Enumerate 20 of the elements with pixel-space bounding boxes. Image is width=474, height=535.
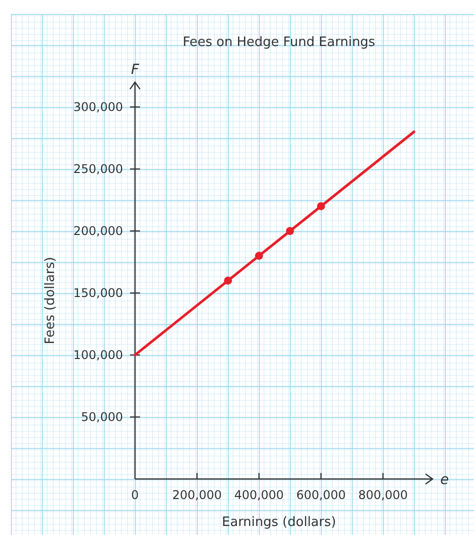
y-tick-label: 250,000 xyxy=(73,162,123,176)
text: F xyxy=(130,62,140,78)
x-tick-label: 800,000 xyxy=(358,488,408,502)
x-tick-label: 200,000 xyxy=(172,488,222,502)
y-tick-label: 150,000 xyxy=(73,286,123,300)
y-tick-label: 100,000 xyxy=(73,348,123,362)
chart-title: Fees on Hedge Fund Earnings xyxy=(182,35,376,50)
y-axis-title: Fees (dollars) xyxy=(43,256,58,344)
x-tick-label: 400,000 xyxy=(234,488,284,502)
y-tick-label: 200,000 xyxy=(73,224,123,238)
point xyxy=(255,252,263,260)
y-tick-label: 300,000 xyxy=(73,100,123,114)
x-tick-label: 0 xyxy=(131,488,139,502)
x-axis-title: Earnings (dollars) xyxy=(222,515,336,530)
point xyxy=(317,202,325,210)
text: e xyxy=(440,472,449,488)
point xyxy=(224,276,232,285)
x-tick-label: 600,000 xyxy=(296,488,346,502)
y-tick-label: 50,000 xyxy=(81,410,123,424)
point xyxy=(286,227,294,235)
